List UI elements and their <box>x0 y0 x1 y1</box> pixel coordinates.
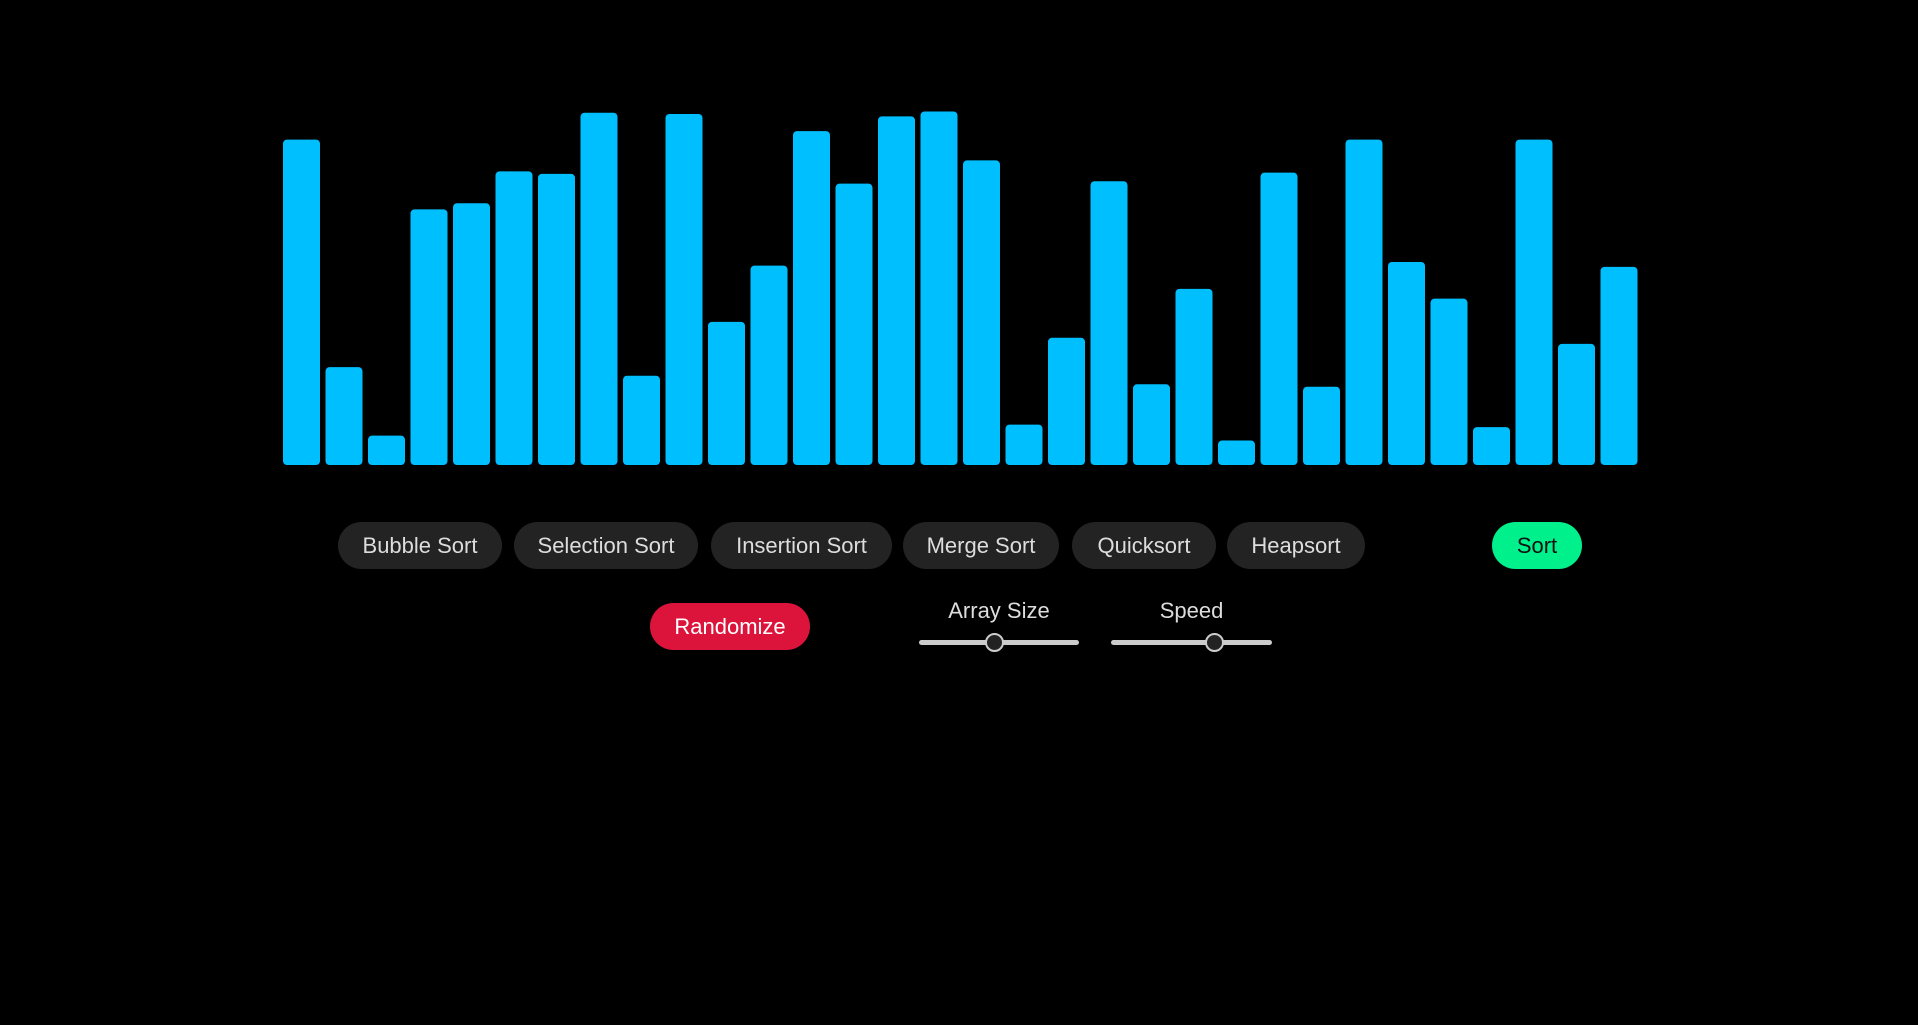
slider-label: Speed <box>1159 598 1224 623</box>
array-bar <box>1260 172 1298 465</box>
array-bar <box>410 209 448 465</box>
algorithm-button[interactable]: Merge Sort <box>903 522 1059 569</box>
array-bar <box>538 173 575 465</box>
array-bar <box>1600 266 1638 465</box>
array-bar <box>1133 384 1170 465</box>
array-bar <box>665 113 703 466</box>
slider-thumb[interactable] <box>985 633 1005 652</box>
array-bar <box>283 139 320 466</box>
slider-thumb[interactable] <box>1205 633 1225 652</box>
array-bar <box>1218 440 1255 465</box>
array-bar <box>793 131 830 465</box>
array-bar <box>1473 427 1510 465</box>
array-bar <box>1558 343 1595 465</box>
array-bar <box>623 375 660 465</box>
array-bar <box>1048 337 1085 465</box>
array-bar <box>325 367 363 465</box>
algorithm-button[interactable]: Selection Sort <box>514 522 698 569</box>
array-bar <box>368 435 405 465</box>
sort-button[interactable]: Sort <box>1492 522 1582 569</box>
array-bar <box>878 116 915 465</box>
algorithm-button[interactable]: Heapsort <box>1227 522 1365 569</box>
array-bar <box>750 265 788 465</box>
algorithm-button[interactable]: Quicksort <box>1072 522 1216 569</box>
algorithm-button[interactable]: Insertion Sort <box>711 522 892 569</box>
randomize-button[interactable]: Randomize <box>650 603 810 650</box>
array-bar <box>920 111 958 465</box>
bar-area <box>283 111 1638 466</box>
slider-track[interactable] <box>1111 633 1272 652</box>
slider-track[interactable] <box>919 633 1079 652</box>
array-bar <box>495 171 533 465</box>
array-bar <box>580 112 618 466</box>
array-bar <box>963 160 1000 465</box>
array-bar <box>835 183 873 465</box>
array-bar <box>708 321 745 465</box>
array-bar <box>1303 386 1340 465</box>
array-bar <box>1388 261 1425 465</box>
algorithm-button[interactable]: Bubble Sort <box>338 522 502 569</box>
array-bar <box>1430 298 1468 465</box>
slider-label: Array Size <box>948 598 1050 623</box>
array-bar <box>1515 139 1553 466</box>
array-bar <box>1175 288 1213 465</box>
array-bar <box>1090 181 1128 466</box>
array-bar <box>1345 139 1383 466</box>
array-bar <box>1005 424 1043 465</box>
array-bar <box>453 203 490 465</box>
